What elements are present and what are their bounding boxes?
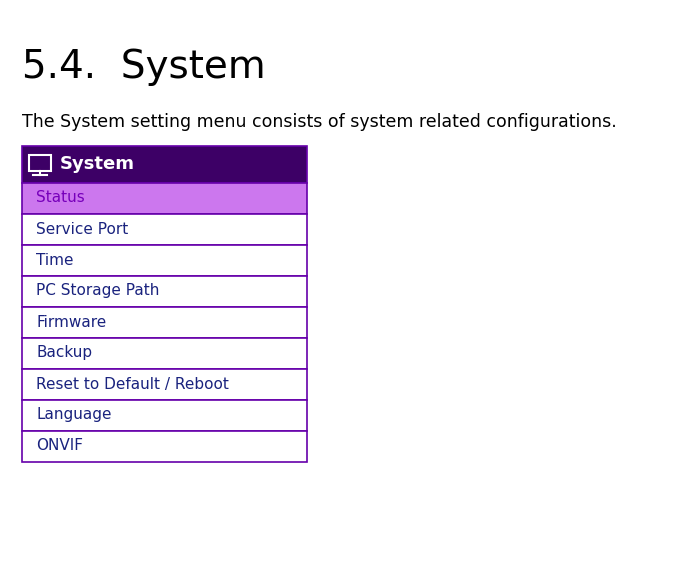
- FancyBboxPatch shape: [22, 244, 307, 275]
- FancyBboxPatch shape: [22, 182, 307, 214]
- Text: Firmware: Firmware: [36, 315, 106, 329]
- Text: Backup: Backup: [36, 345, 92, 361]
- Text: System: System: [60, 155, 135, 173]
- Text: ⬛: ⬛: [34, 164, 35, 165]
- FancyBboxPatch shape: [22, 399, 307, 431]
- FancyBboxPatch shape: [22, 431, 307, 461]
- Text: The System setting menu consists of system related configurations.: The System setting menu consists of syst…: [22, 113, 617, 131]
- FancyBboxPatch shape: [22, 275, 307, 307]
- FancyBboxPatch shape: [22, 307, 307, 337]
- FancyBboxPatch shape: [22, 337, 307, 369]
- Text: Time: Time: [36, 253, 74, 268]
- Text: Service Port: Service Port: [36, 222, 128, 236]
- Text: Status: Status: [36, 190, 84, 206]
- FancyBboxPatch shape: [22, 369, 307, 399]
- FancyBboxPatch shape: [29, 155, 51, 171]
- Text: Reset to Default / Reboot: Reset to Default / Reboot: [36, 377, 229, 391]
- Text: 5.4.  System: 5.4. System: [22, 48, 266, 86]
- Text: ONVIF: ONVIF: [36, 438, 83, 453]
- Text: PC Storage Path: PC Storage Path: [36, 283, 160, 299]
- Text: Language: Language: [36, 407, 112, 423]
- FancyBboxPatch shape: [22, 146, 307, 182]
- FancyBboxPatch shape: [22, 214, 307, 244]
